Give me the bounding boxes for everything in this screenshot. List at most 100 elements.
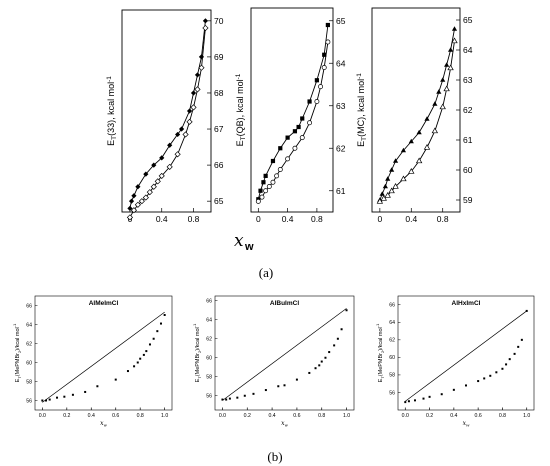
panel-a-xlabel: x	[234, 231, 244, 251]
data-point	[283, 384, 286, 387]
chart-5: 0.0 0.2 0.4 0.6 0.8 1.0 56 58 60 62 64 66 ET(MePMBr2…	[192, 295, 355, 428]
data-point	[333, 344, 336, 347]
x-tick-label: 0.8	[137, 413, 144, 419]
y-tick-label: 64	[389, 320, 395, 326]
y-axis-label: ET(QB), kcal mol-1	[235, 73, 247, 146]
data-point	[345, 309, 348, 312]
data-point	[154, 178, 161, 185]
data-point	[127, 205, 133, 211]
data-point	[143, 171, 149, 177]
chart-4: 0.0 0.2 0.4 0.6 0.8 1.0 56 58 60 62 64 66 ET(MePMBr2…	[12, 295, 173, 428]
y-tick-label: 64	[463, 45, 473, 55]
data-point	[404, 401, 407, 404]
plot-frame	[214, 295, 355, 411]
data-point	[451, 37, 458, 44]
data-point	[167, 142, 173, 148]
series-2	[126, 24, 209, 221]
reference-line	[405, 310, 527, 402]
data-point	[428, 395, 431, 398]
data-point	[422, 397, 425, 400]
data-point	[186, 108, 193, 114]
x-tick-label: 0.6	[475, 413, 482, 419]
data-point	[84, 390, 87, 393]
plot-frame	[250, 7, 334, 213]
y-label-sub: T	[197, 376, 202, 379]
series-1	[377, 26, 458, 202]
data-point	[202, 24, 209, 32]
x-axis-label: xw	[281, 420, 288, 428]
data-point	[138, 198, 145, 205]
y-tick-label: 64	[26, 322, 32, 328]
y-tick-label: 64	[336, 58, 346, 68]
data-point	[505, 363, 508, 366]
series-1	[41, 314, 166, 402]
data-point	[139, 357, 142, 360]
data-point	[400, 147, 407, 153]
data-point	[423, 143, 431, 150]
y-axis-label: ET(MC), kcal mol-1	[356, 73, 368, 147]
y-axis-label: ET(33), kcal mol-1	[106, 76, 118, 146]
data-point	[307, 120, 313, 126]
data-point	[131, 193, 137, 199]
chart-title: AlHxImCl	[452, 300, 481, 307]
y-axis-label: ET(MePMBr2)/kcal mol-1	[192, 323, 202, 382]
plot-frame	[34, 295, 173, 411]
data-point	[520, 338, 523, 341]
data-point	[447, 47, 454, 52]
x-label-sub: w	[103, 423, 107, 428]
y-axis-label: ET(MePMBr2)/kcal mol-1	[12, 323, 22, 382]
data-point	[382, 183, 388, 189]
data-point	[190, 104, 197, 111]
x-axis-label: xw	[100, 420, 107, 428]
data-point	[336, 337, 339, 340]
plot-frame	[397, 295, 535, 411]
y-tick-label: 65	[214, 196, 224, 206]
x-label-main: x	[463, 420, 467, 427]
series-2	[222, 308, 347, 401]
x-label-sub: w	[466, 423, 470, 428]
y-label-rest2: )/kcal mol	[195, 327, 201, 351]
data-point	[277, 167, 283, 172]
y-tick-label: 63	[336, 101, 346, 111]
data-point	[388, 187, 395, 194]
data-point	[489, 374, 492, 377]
data-point	[320, 360, 323, 363]
y-tick-label: 63	[463, 75, 473, 85]
x-tick-label: 1.0	[161, 413, 168, 419]
data-point	[452, 388, 455, 391]
y-label-sup: -1	[356, 73, 363, 79]
data-point	[296, 124, 301, 130]
data-point	[225, 398, 228, 401]
data-point	[436, 89, 442, 94]
data-point	[270, 179, 276, 185]
y-tick-label: 58	[206, 375, 212, 381]
data-point	[178, 126, 185, 132]
y-label-sub: T	[361, 137, 368, 141]
data-point	[392, 158, 399, 163]
x-tick-label: 0.4	[405, 214, 417, 224]
y-label-sub: T	[240, 136, 247, 140]
y-tick-label: 65	[463, 15, 473, 25]
y-tick-label: 56	[389, 390, 395, 396]
y-tick-label: 66	[389, 303, 395, 309]
panel-a-label: (a)	[259, 265, 273, 280]
data-point	[432, 101, 438, 106]
reference-line	[42, 311, 165, 403]
y-tick-label: 65	[336, 16, 346, 26]
data-point	[416, 129, 422, 135]
data-point	[440, 77, 446, 82]
x-tick-label: 0.2	[244, 413, 251, 419]
series-fit-line	[257, 24, 329, 200]
data-point	[259, 194, 265, 200]
data-point	[114, 378, 117, 381]
data-point	[321, 65, 327, 70]
y-label-rest: (MePMBr	[15, 353, 21, 376]
data-point	[194, 72, 201, 78]
y-label-rest: (MC), kcal mol	[356, 79, 366, 137]
data-point	[340, 328, 343, 331]
series-fit-line	[129, 27, 206, 218]
data-point	[166, 163, 173, 171]
data-point	[130, 207, 138, 214]
y-label-rest: (33), kcal mol	[106, 82, 116, 136]
y-label-main: E	[356, 141, 366, 147]
